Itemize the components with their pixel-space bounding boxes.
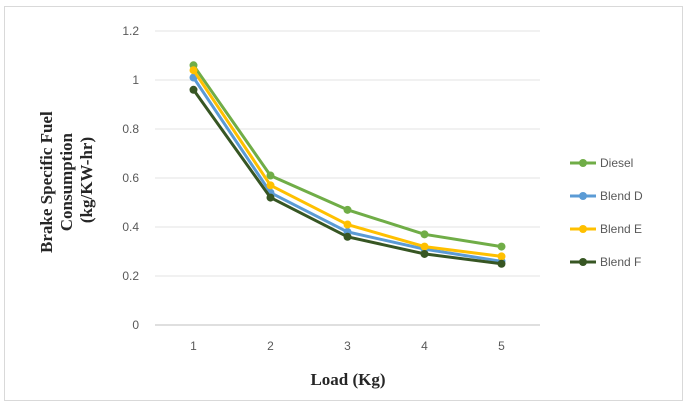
legend-label: Diesel <box>600 156 633 170</box>
y-tick-label: 0.6 <box>122 171 139 185</box>
y-tick-label: 0 <box>132 318 139 332</box>
legend-label: Blend F <box>600 255 641 269</box>
y-axis-title-line-1: Brake Specific Fuel <box>37 111 56 253</box>
legend-item-blend-e: Blend E <box>570 222 642 236</box>
x-tick-label: 4 <box>421 339 428 353</box>
data-point-blend-e <box>189 66 198 75</box>
legend-item-blend-f: Blend F <box>570 255 641 269</box>
chart-frame <box>4 6 683 401</box>
y-tick-label: 1.2 <box>122 24 139 38</box>
x-tick-label: 1 <box>190 339 197 353</box>
x-tick-labels: 1 2 3 4 5 <box>190 339 505 353</box>
legend: Diesel Blend D Blend E Blend F <box>570 156 643 269</box>
y-axis-title-line-2: Consumption <box>57 132 76 231</box>
legend-label: Blend D <box>600 189 643 203</box>
data-point-blend-e <box>497 252 506 261</box>
y-tick-label: 0.2 <box>122 269 139 283</box>
data-point-blend-f <box>266 193 275 202</box>
data-point-blend-e <box>420 242 429 251</box>
legend-swatch-marker <box>579 258 587 266</box>
legend-swatch-marker <box>579 159 587 167</box>
data-point-diesel <box>420 230 429 239</box>
data-point-blend-e <box>266 181 275 190</box>
data-point-blend-f <box>343 232 352 241</box>
legend-label: Blend E <box>600 222 642 236</box>
x-axis-title: Load (Kg) <box>310 370 385 389</box>
series-lines <box>189 61 506 268</box>
data-point-diesel <box>343 205 352 214</box>
x-tick-label: 5 <box>498 339 505 353</box>
y-tick-label: 0.8 <box>122 122 139 136</box>
data-point-diesel <box>497 242 506 251</box>
legend-item-diesel: Diesel <box>570 156 633 170</box>
legend-swatch-marker <box>579 192 587 200</box>
grid-lines <box>155 30 540 326</box>
y-tick-label: 0.4 <box>122 220 139 234</box>
data-point-blend-f <box>420 249 429 258</box>
y-axis-title-line-3: (kg/KW-hr) <box>77 137 96 223</box>
data-point-blend-f <box>497 259 506 268</box>
data-point-diesel <box>266 171 275 180</box>
y-tick-labels: 0 0.2 0.4 0.6 0.8 1 1.2 <box>122 24 139 332</box>
x-tick-label: 3 <box>344 339 351 353</box>
legend-item-blend-d: Blend D <box>570 189 643 203</box>
x-tick-label: 2 <box>267 339 274 353</box>
data-point-blend-e <box>343 220 352 229</box>
legend-swatch-marker <box>579 225 587 233</box>
y-tick-label: 1 <box>132 73 139 87</box>
data-point-blend-f <box>189 85 198 94</box>
y-axis-title: Brake Specific Fuel Consumption (kg/KW-h… <box>37 107 96 253</box>
